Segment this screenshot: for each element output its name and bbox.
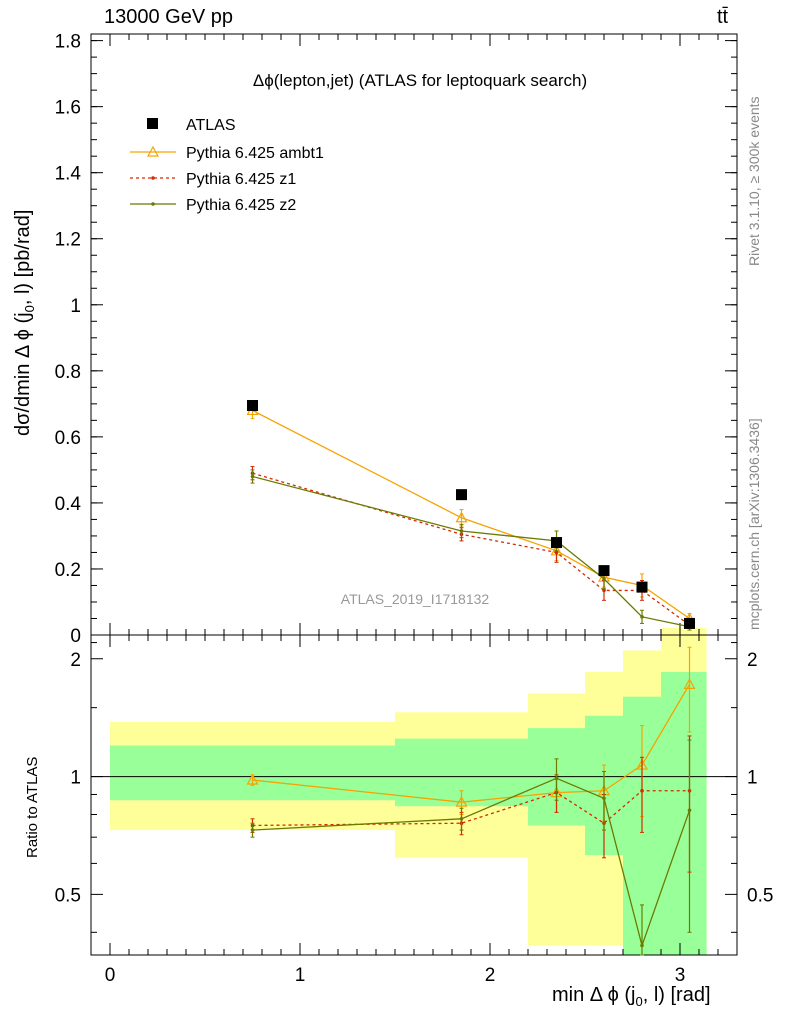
series-line <box>252 409 690 620</box>
legend-marker <box>146 145 160 157</box>
series-line <box>252 472 690 626</box>
y-tick-label: 0 <box>70 626 81 647</box>
ratio-series-line <box>252 790 690 827</box>
analysis-label: ATLAS_2019_I1718132 <box>341 591 490 607</box>
x-tick-label: 0 <box>105 965 116 986</box>
legend-marker <box>147 118 158 129</box>
data-point <box>247 399 258 411</box>
y-tick-label: 1 <box>70 296 81 317</box>
series-layer <box>246 399 696 956</box>
legend-label: ATLAS <box>186 117 236 134</box>
series-point <box>554 550 559 555</box>
legend: ATLAS Pythia 6.425 ambt1 Pythia 6.425 z1 Py… <box>130 117 324 214</box>
x-tick-label: 3 <box>675 965 686 986</box>
data-point <box>598 565 610 577</box>
ratio-panel-frame: 0 1 2 3 0.5 0.5 1 1 2 2 <box>55 634 773 986</box>
ratio-tick-label: 1 <box>747 768 758 789</box>
y-tick-label: 0.8 <box>55 362 81 383</box>
ratio-series-line <box>252 684 691 803</box>
series-point <box>602 588 606 593</box>
series-point <box>246 773 259 785</box>
x-tick-label: 2 <box>485 965 496 986</box>
series-point <box>602 577 606 581</box>
y-tick-label: 0.4 <box>55 494 82 515</box>
chart-title: Δϕ(lepton,jet) (ATLAS for leptoquark sea… <box>253 71 587 90</box>
series-point <box>455 795 468 807</box>
ratio-tick-label: 0.5 <box>55 885 81 906</box>
series-line <box>252 475 690 628</box>
series-point <box>250 828 255 832</box>
legend-label: Pythia 6.425 z2 <box>186 197 296 214</box>
y-tick-label: 1.8 <box>55 32 81 53</box>
data-point <box>551 537 562 549</box>
y-tick-label: 0.6 <box>55 428 81 449</box>
ratio-tick-label: 0.5 <box>747 885 773 906</box>
legend-label: Pythia 6.425 ambt1 <box>186 145 324 162</box>
ratio-tick-label: 2 <box>747 650 758 671</box>
series-point <box>602 796 606 801</box>
ratio-tick-label: 2 <box>70 650 81 671</box>
ratio-bands <box>110 627 707 955</box>
series-point <box>640 943 644 948</box>
x-tick-label: 1 <box>295 965 306 986</box>
ratio-tick-label: 1 <box>70 768 81 789</box>
process-label: tt̄ <box>717 6 729 28</box>
data-point <box>636 581 648 593</box>
data-point <box>456 489 467 501</box>
series-point <box>683 678 696 689</box>
data-point <box>684 617 695 629</box>
energy-label: 13000 GeV pp <box>104 6 233 28</box>
legend-marker <box>151 176 155 180</box>
legend-marker <box>151 202 155 206</box>
series-point <box>459 529 464 533</box>
series-point <box>250 474 255 479</box>
ratio-band-green <box>110 745 395 801</box>
y-tick-label: 0.2 <box>55 560 81 581</box>
series-point <box>640 615 644 619</box>
series-point <box>640 788 644 793</box>
main-panel-frame: 0 0.2 0.4 0.6 0.8 1 1.2 1.4 1.6 1.8 <box>55 32 738 955</box>
series-point <box>455 511 468 523</box>
ratio-band-green <box>661 672 707 955</box>
series-point <box>554 776 559 781</box>
y-tick-label: 1.2 <box>55 230 81 251</box>
series-point <box>459 816 464 821</box>
y-tick-label: 1.6 <box>55 98 81 119</box>
legend-label: Pythia 6.425 z1 <box>186 171 296 188</box>
ratio-frame <box>90 634 738 956</box>
ratio-series-line <box>252 777 691 948</box>
x-axis-label: min Δ ϕ (j0, l) [rad] <box>552 984 711 1009</box>
series-point <box>687 808 692 813</box>
y-tick-label: 1.4 <box>55 164 82 185</box>
